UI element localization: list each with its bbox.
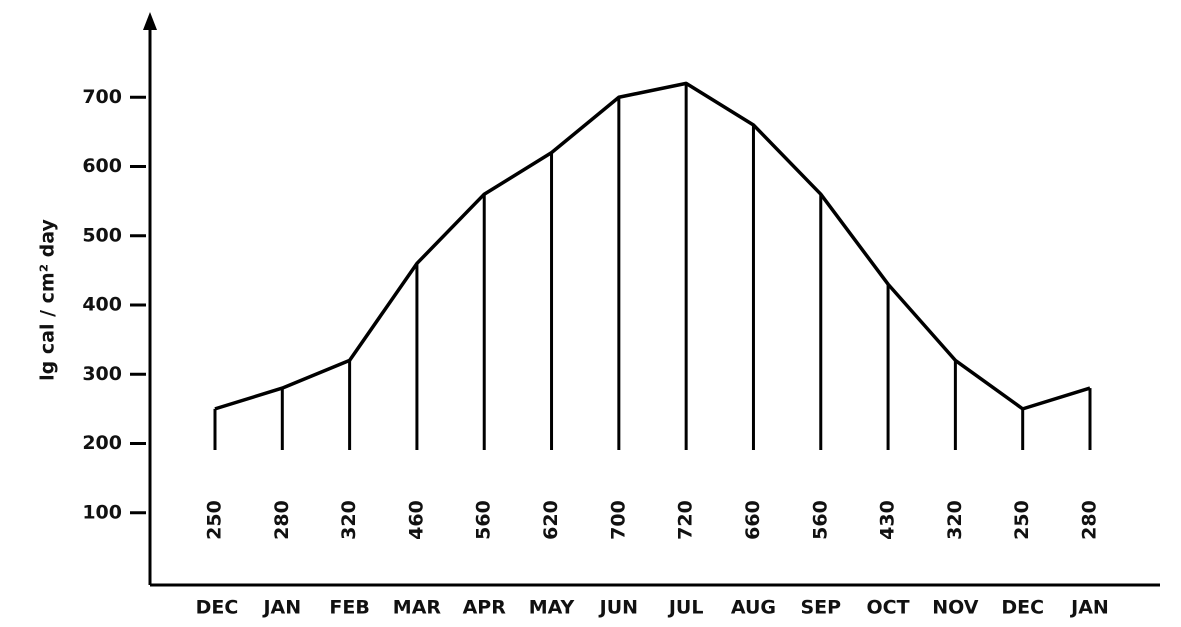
data-label: 250 <box>1011 500 1033 540</box>
data-label: 560 <box>473 500 495 540</box>
data-label: 320 <box>338 500 360 540</box>
y-tick-label: 100 <box>82 501 122 523</box>
x-tick-label: FEB <box>329 597 369 619</box>
data-label: 280 <box>1079 500 1101 540</box>
y-axis-arrow <box>143 12 157 30</box>
data-label: 660 <box>742 500 764 540</box>
x-tick-label: DEC <box>196 597 239 619</box>
x-tick-label: MAR <box>393 597 442 619</box>
x-tick-label: SEP <box>800 597 841 619</box>
data-label: 250 <box>204 500 226 540</box>
data-line <box>214 81 1091 411</box>
x-tick-label: NOV <box>932 597 979 619</box>
data-label: 320 <box>944 500 966 540</box>
x-tick-label: JAN <box>261 597 301 619</box>
x-tick-label: AUG <box>731 597 776 619</box>
x-tick-label: MAY <box>529 597 575 619</box>
data-label: 460 <box>405 500 427 540</box>
x-tick-label: APR <box>463 597 507 619</box>
y-tick-label: 400 <box>82 294 122 316</box>
y-tick-label: 300 <box>82 363 122 385</box>
x-tick-label: JUL <box>667 597 704 619</box>
y-tick-label: 200 <box>82 432 122 454</box>
data-label: 720 <box>675 500 697 540</box>
x-tick-label: DEC <box>1001 597 1044 619</box>
data-label: 560 <box>809 500 831 540</box>
y-tick-label: 700 <box>82 86 122 108</box>
x-tick-label: JUN <box>598 597 638 619</box>
y-axis-label: lg cal / cm² day <box>37 219 59 381</box>
y-tick-label: 600 <box>82 155 122 177</box>
data-label: 700 <box>607 500 629 540</box>
y-tick-label: 500 <box>82 224 122 246</box>
x-tick-label: OCT <box>867 597 910 619</box>
data-label: 280 <box>271 500 293 540</box>
data-label: 620 <box>540 500 562 540</box>
x-tick-label: JAN <box>1069 597 1109 619</box>
data-label: 430 <box>877 500 899 540</box>
